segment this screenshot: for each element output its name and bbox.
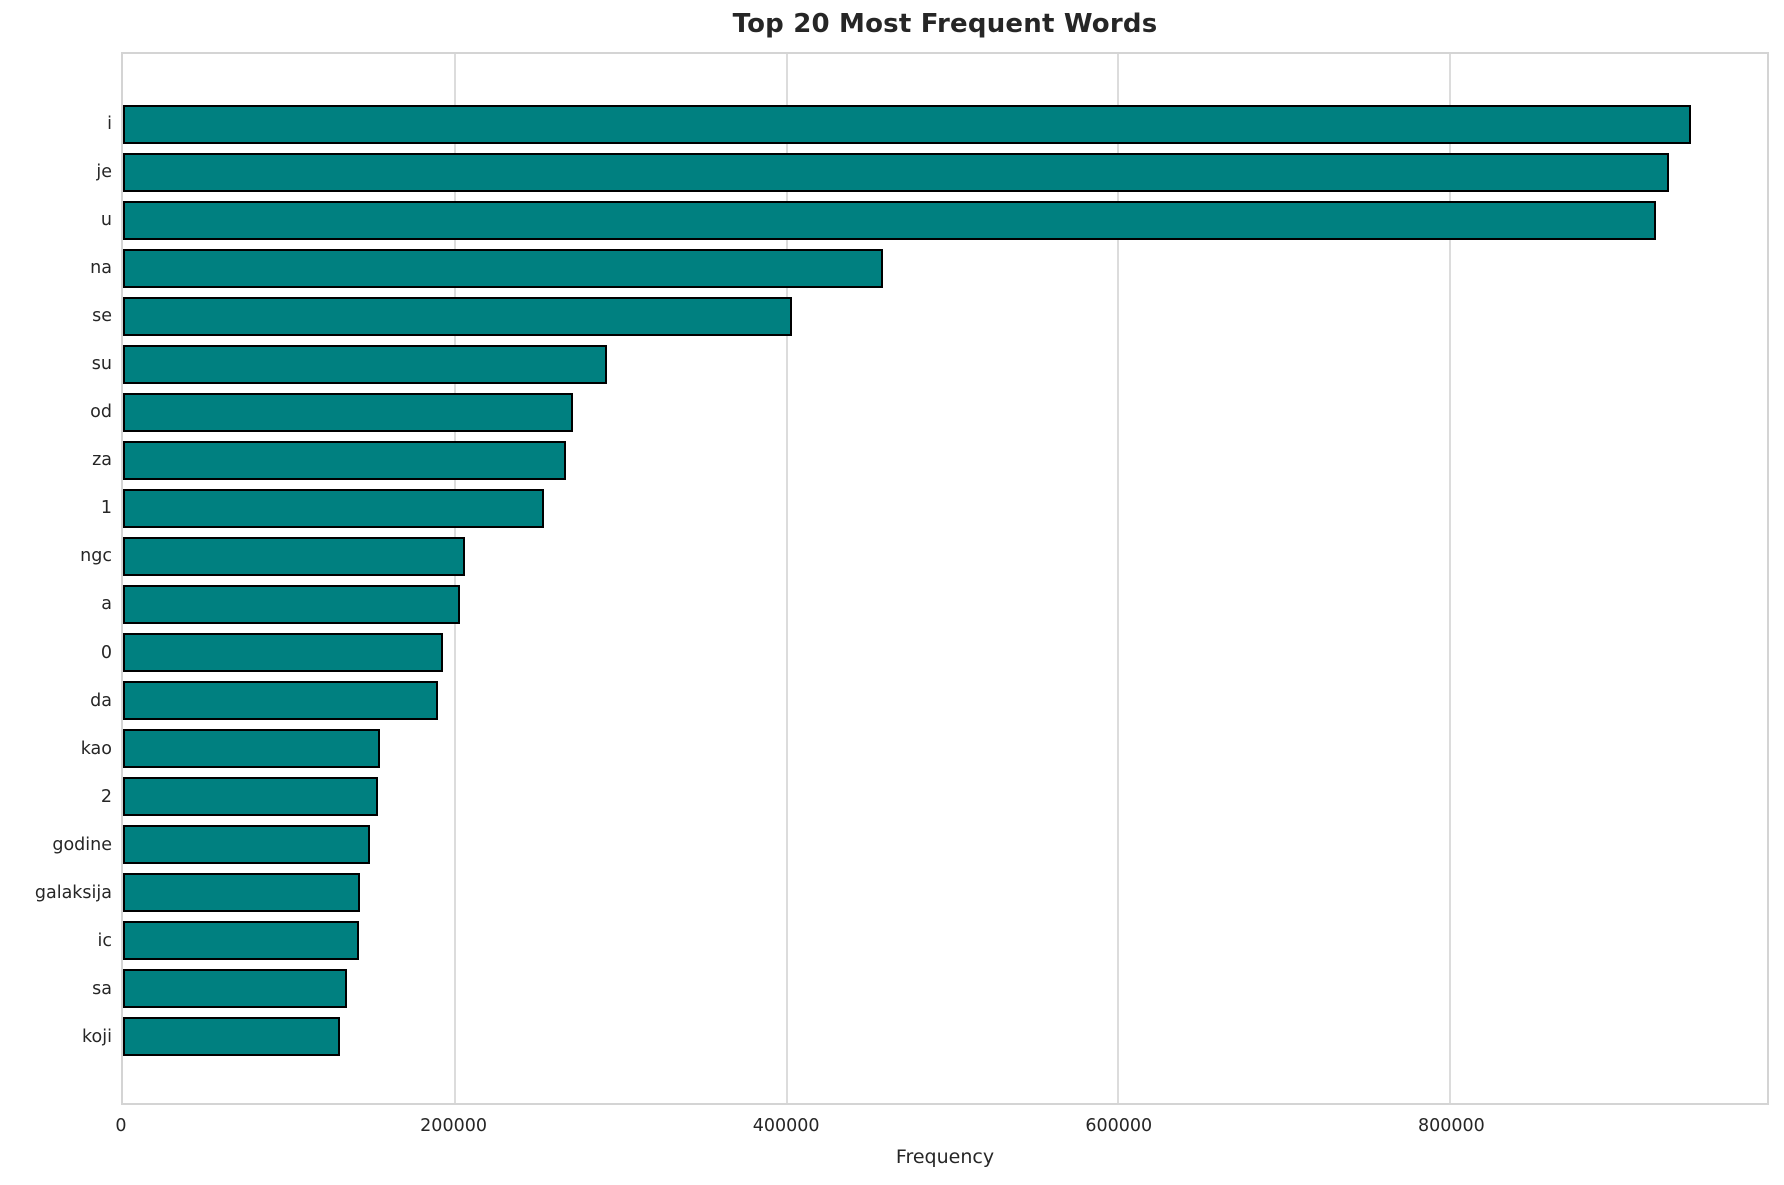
- gridline-x-800000: [1449, 54, 1452, 1103]
- bar-ngc: [123, 536, 465, 576]
- bar-na: [123, 248, 883, 288]
- bar-a: [123, 584, 460, 624]
- y-tick-label: koji: [82, 1026, 112, 1047]
- bar-se: [123, 296, 792, 336]
- chart-title: Top 20 Most Frequent Words: [732, 9, 1158, 39]
- bar-u: [123, 200, 1656, 240]
- bar-row-je: je: [96, 148, 1767, 196]
- bar-row-da: da: [90, 677, 1767, 725]
- bar-0: [123, 633, 444, 673]
- gridline-x-200000: [453, 54, 456, 1103]
- plot-area: i je u na se su od za 1 ngc a 0 da kao 2 godine galaksij…: [35, 52, 1769, 1105]
- y-tick-label: a: [101, 594, 112, 615]
- bar-row-na: na: [90, 244, 1767, 292]
- bar-ic: [123, 921, 359, 961]
- bar-sa: [123, 969, 347, 1009]
- bar-row-0: 0: [101, 629, 1767, 677]
- bar-row-su: su: [92, 340, 1767, 388]
- y-tick-label: da: [90, 690, 112, 711]
- bar-row-koji: koji: [82, 1013, 1767, 1061]
- bar-za: [123, 440, 566, 480]
- bar-i: [123, 104, 1691, 144]
- bar-row-u: u: [101, 196, 1767, 244]
- y-tick-label: u: [100, 210, 112, 231]
- bar-galaksija: [123, 873, 361, 913]
- x-tick-label: 600000: [1085, 1116, 1153, 1136]
- bars-container: i je u na se su od za 1 ngc a 0 da kao 2 godine galaksij…: [35, 54, 1767, 1103]
- y-tick-label: 1: [100, 498, 112, 519]
- bar-row-ngc: ngc: [80, 532, 1767, 580]
- bar-row-galaksija: galaksija: [35, 869, 1767, 917]
- y-tick-label: su: [91, 354, 112, 375]
- bar-1: [123, 488, 545, 528]
- bar-su: [123, 344, 608, 384]
- bar-da: [123, 681, 439, 721]
- bar-row-kao: kao: [81, 725, 1767, 773]
- x-axis-ticks: 0 200000 400000 600000 800000: [115, 1105, 1769, 1136]
- bar-je: [123, 152, 1670, 192]
- x-tick-label: 200000: [420, 1116, 487, 1136]
- bar-row-2: 2: [101, 773, 1767, 821]
- bar-row-a: a: [101, 580, 1767, 628]
- bar-2: [123, 777, 379, 817]
- y-tick-label: za: [92, 450, 112, 471]
- y-tick-label: ic: [97, 930, 112, 951]
- gridline-x-600000: [1117, 54, 1120, 1103]
- bar-row-i: i: [107, 100, 1767, 148]
- bar-row-ic: ic: [98, 917, 1767, 965]
- x-tick-label: 0: [115, 1116, 127, 1136]
- y-tick-label: od: [90, 402, 112, 423]
- y-tick-label: sa: [92, 978, 112, 999]
- bar-row-od: od: [90, 388, 1767, 436]
- y-tick-label: kao: [80, 738, 112, 759]
- bar-row-godine: godine: [52, 821, 1767, 869]
- x-tick-label: 400000: [752, 1116, 820, 1136]
- y-tick-label: 0: [100, 642, 112, 663]
- x-axis-label: Frequency: [895, 1146, 995, 1168]
- y-tick-label: se: [92, 306, 112, 327]
- y-tick-label: i: [107, 114, 112, 135]
- gridline-x-400000: [785, 54, 788, 1103]
- y-tick-label: ngc: [80, 546, 112, 567]
- bar-row-se: se: [92, 292, 1767, 340]
- bar-koji: [123, 1017, 341, 1057]
- bar-kao: [123, 729, 381, 769]
- y-tick-label: galaksija: [34, 882, 112, 903]
- bar-od: [123, 392, 573, 432]
- y-tick-label: na: [90, 258, 112, 279]
- x-tick-label: 800000: [1417, 1116, 1485, 1136]
- y-tick-label: je: [96, 162, 112, 183]
- bar-row-sa: sa: [92, 965, 1767, 1013]
- y-tick-label: 2: [100, 786, 112, 807]
- bar-row-za: za: [92, 436, 1767, 484]
- y-tick-label: godine: [52, 834, 112, 855]
- bar-godine: [123, 825, 371, 865]
- bar-row-1: 1: [101, 484, 1767, 532]
